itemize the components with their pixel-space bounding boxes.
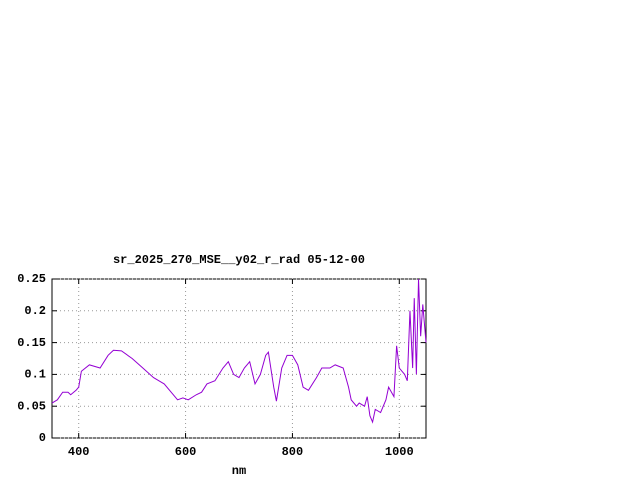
- chart-title: sr_2025_270_MSE__y02_r_rad 05-12-00: [113, 253, 365, 267]
- y-tick-label: 0.25: [17, 272, 46, 286]
- y-tick-label: 0: [39, 431, 46, 445]
- y-tick-label: 0.05: [17, 399, 46, 413]
- y-tick-label: 0.2: [24, 304, 46, 318]
- x-tick-label: 1000: [385, 445, 414, 459]
- x-tick-label: 800: [282, 445, 304, 459]
- y-tick-label: 0.1: [24, 368, 46, 382]
- x-tick-label: 400: [68, 445, 90, 459]
- plot-frame: [51, 278, 427, 439]
- y-tick-label: 0.15: [17, 336, 46, 350]
- x-tick-label: 600: [175, 445, 197, 459]
- data-line: [51, 278, 427, 424]
- x-axis-label: nm: [232, 464, 246, 478]
